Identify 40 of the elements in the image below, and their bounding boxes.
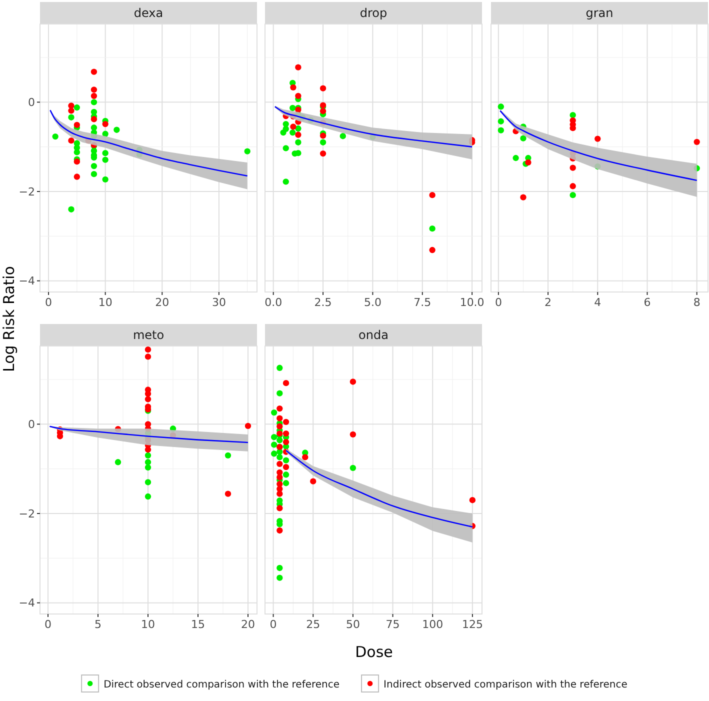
chart-title: onda [358, 328, 388, 342]
chart-title: dexa [134, 6, 164, 20]
x-tick-label: 0 [44, 618, 52, 631]
x-tick-label: 30 [212, 296, 226, 309]
x-tick-label: 125 [462, 618, 483, 631]
x-tick-label: 8 [693, 296, 700, 309]
y-tick-label: −4 [18, 596, 35, 610]
x-axis-title: Dose [355, 643, 393, 661]
x-tick-label: 75 [386, 618, 400, 631]
x-tick-label: 5.0 [364, 296, 382, 309]
x-tick-label: 20 [155, 296, 170, 309]
y-tick-label: −4 [18, 274, 35, 288]
x-tick-label: 20 [241, 618, 255, 631]
x-tick-label: 10 [141, 618, 155, 631]
x-tick-label: 25 [306, 618, 320, 631]
chart-title: gran [586, 6, 614, 20]
y-axis-title: Log Risk Ratio [0, 266, 18, 372]
x-tick-label: 4 [594, 296, 602, 309]
x-tick-label: 15 [191, 618, 205, 631]
x-tick-label: 0 [270, 618, 277, 631]
x-tick-label: 5 [94, 618, 102, 631]
chart-title: drop [360, 6, 388, 20]
y-tick-label: 0 [28, 418, 35, 432]
x-tick-label: 0.0 [264, 296, 282, 309]
y-tick-label: −2 [18, 507, 35, 520]
x-tick-label: 0 [494, 296, 502, 309]
legend-label: Indirect observed comparison with the reference [384, 680, 628, 690]
y-tick-label: −2 [18, 185, 35, 198]
chart-title: meto [132, 328, 164, 342]
x-tick-label: 10.0 [460, 296, 484, 309]
legend-label: Direct observed comparison with the reference [104, 680, 340, 690]
y-tick-label: 0 [28, 96, 35, 110]
x-tick-label: 2.5 [314, 296, 332, 309]
x-tick-label: 0 [45, 296, 52, 309]
x-tick-label: 7.5 [414, 296, 432, 309]
x-tick-label: 100 [422, 618, 444, 631]
x-tick-label: 10 [98, 296, 112, 309]
x-tick-label: 2 [544, 296, 552, 309]
x-tick-label: 6 [644, 296, 651, 309]
x-tick-label: 50 [346, 618, 360, 631]
